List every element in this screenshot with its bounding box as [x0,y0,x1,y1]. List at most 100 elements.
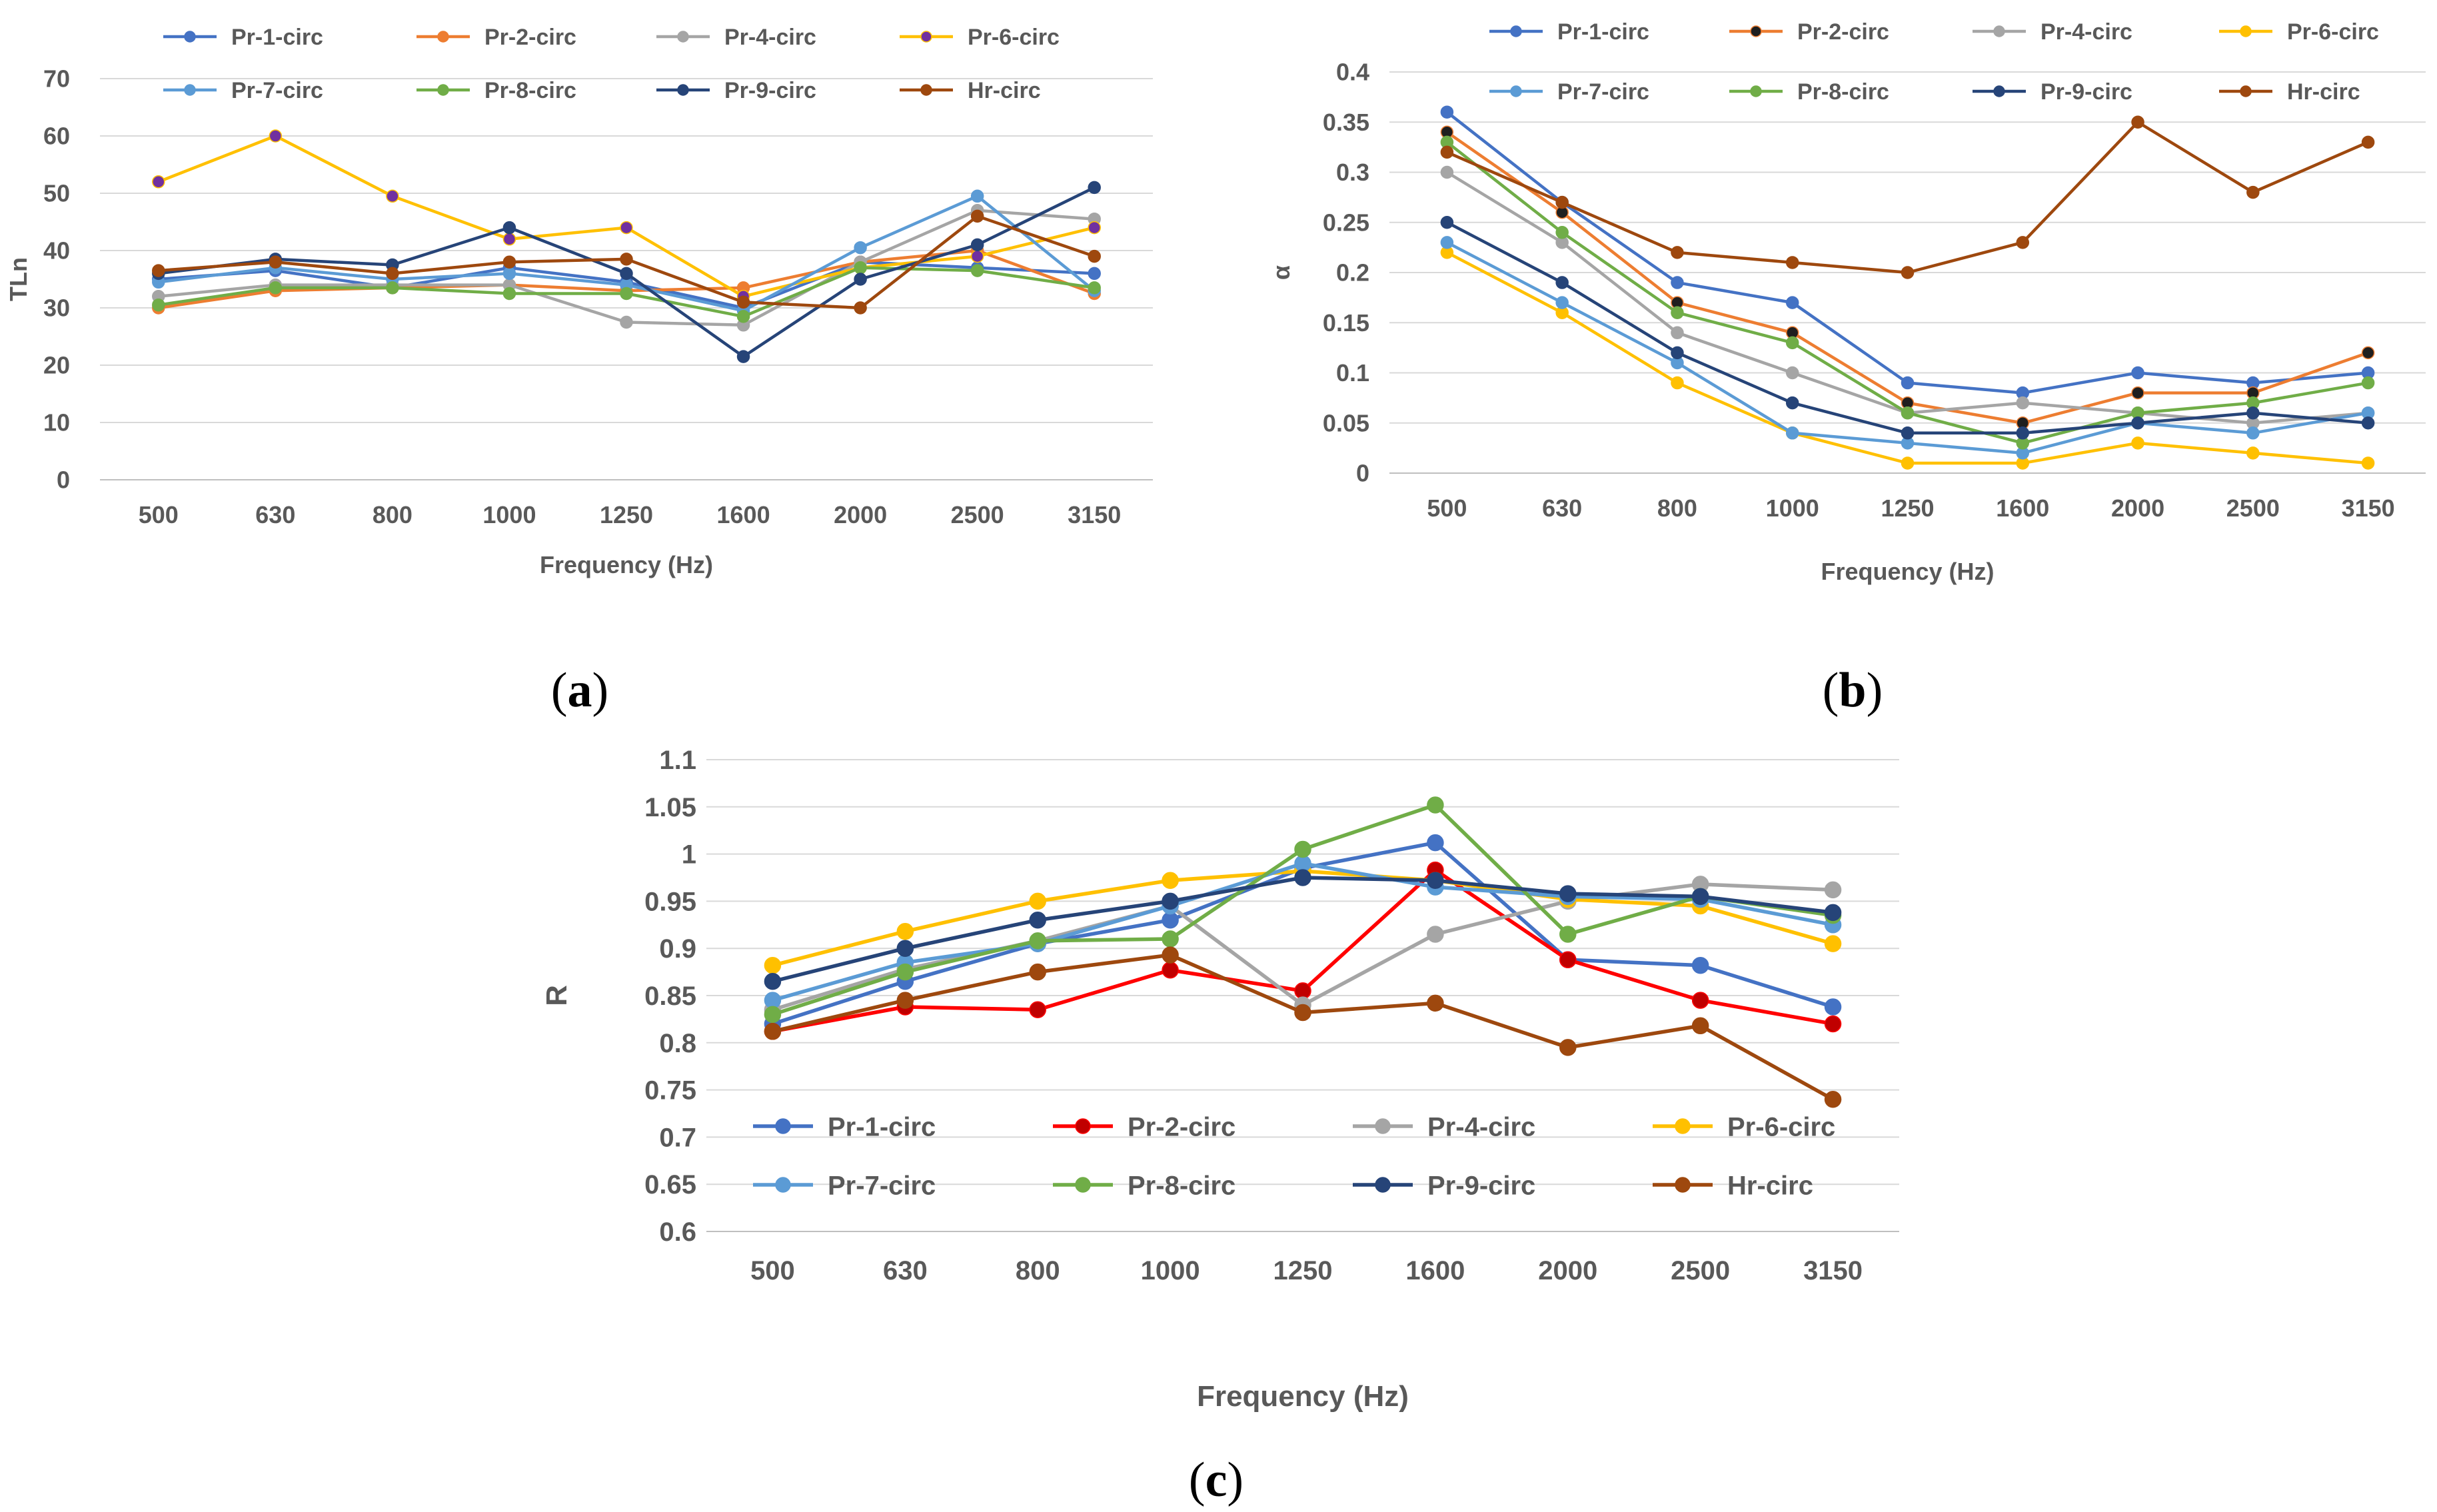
legend: Pr-1-circ Pr-2-circ Pr-4-circ Pr-6-circ Pr-7… [163,25,1060,103]
legend-entry: Pr-7-circ [231,78,323,103]
x-tick-label: 630 [1542,494,1582,522]
data-point [896,963,914,981]
data-point [1029,892,1046,910]
y-axis-title: R [540,985,573,1006]
data-point [1671,376,1684,390]
y-tick-label: 0.4 [1336,59,1369,86]
x-tick-label: 2500 [1671,1256,1730,1285]
legend-entry: Pr-4-circ [724,25,816,50]
y-tick-label: 0.1 [1336,359,1369,386]
series-line [1446,111,2368,394]
data-point [2246,185,2260,199]
legend-marker [1075,1177,1091,1193]
data-point [1901,456,1915,470]
y-tick-label: 0.7 [659,1123,696,1152]
data-point [1691,888,1709,906]
data-point [1559,1039,1577,1056]
data-point [1555,226,1569,239]
x-tick-label: 630 [883,1256,928,1285]
chart-panel-b: 0 0.05 0.1 0.15 0.2 0.25 0.3 0.35 0.4 500 630 800 10… [1267,19,2426,718]
data-point [620,253,633,266]
legend-marker [775,1118,791,1134]
legend-marker [2240,85,2252,97]
legend-entry: Pr-1-circ [828,1112,936,1141]
x-tick-label: 3150 [1803,1256,1863,1285]
data-point [1162,911,1179,929]
data-point [2016,396,2030,410]
data-point [1785,396,1799,410]
x-tick-label: 1250 [1273,1256,1333,1285]
y-tick-label: 0.35 [1323,109,1369,136]
data-point [2016,236,2030,249]
chart-panel-c: 0.6 0.65 0.7 0.75 0.8 0.85 0.9 0.95 1 1.05 1.1 500 6… [540,746,1899,1507]
x-tick-label: 1600 [1996,494,2049,522]
legend-marker [437,84,449,96]
y-tick-label: 30 [43,295,70,322]
legend-entry: Pr-1-circ [1557,19,1649,45]
y-tick-label: 50 [43,180,70,207]
y-tick-label: 0.9 [659,934,696,964]
data-point [1427,872,1444,889]
data-point [502,267,516,281]
data-point [1427,994,1444,1012]
panel-label: (c) [1189,1453,1243,1507]
data-point [2361,346,2375,360]
legend-entry: Pr-1-circ [231,25,323,50]
legend-entry: Hr-circ [968,78,1041,103]
data-point [896,940,914,957]
data-point [2131,115,2144,129]
data-point [2016,426,2030,440]
data-point [1824,881,1842,899]
data-point [1691,956,1709,974]
data-point [269,281,283,295]
data-point [620,287,633,301]
data-point [1555,296,1569,309]
data-point [970,249,984,263]
y-tick-label: 10 [43,409,70,436]
data-point [1162,946,1179,964]
legend-entry: Pr-2-circ [1797,19,1889,45]
legend-entry: Pr-6-circ [968,25,1060,50]
data-point [1785,296,1799,309]
data-point [1901,376,1915,390]
data-point [386,189,399,203]
x-tick-label: 2000 [834,501,887,528]
x-tick-label: 500 [139,501,179,528]
legend-marker [920,31,932,43]
data-point [1691,1017,1709,1035]
data-point [854,301,867,315]
data-point [1029,963,1046,981]
x-tick-label: 2500 [951,501,1004,528]
data-point [1785,366,1799,380]
data-point [1440,165,1454,179]
data-point [2131,366,2144,380]
y-tick-label: 0.05 [1323,409,1369,436]
y-tick-label: 1 [682,840,696,870]
x-tick-label: 1000 [482,501,536,528]
data-point [970,264,984,277]
legend-marker [677,31,689,43]
x-tick-label: 3150 [1068,501,1121,528]
data-point [1162,962,1179,979]
x-tick-label: 1600 [1405,1256,1465,1285]
data-point [502,255,516,269]
x-tick-label: 2000 [1538,1256,1597,1285]
legend-marker [677,84,689,96]
data-point [736,350,750,363]
legend-entry: Pr-4-circ [2040,19,2132,45]
legend-marker [1993,85,2005,97]
y-tick-label: 0 [1356,460,1369,487]
legend-entry: Pr-9-circ [2040,79,2132,105]
data-point [2361,376,2375,390]
y-tick-label: 0.75 [644,1076,696,1106]
data-point [854,273,867,286]
data-point [764,992,782,1009]
data-point [1029,911,1046,929]
data-point [970,238,984,252]
data-point [269,129,283,143]
data-point [1440,105,1454,119]
data-point [1824,1091,1842,1108]
data-point [2361,135,2375,149]
legend-entry: Pr-8-circ [1128,1171,1235,1200]
